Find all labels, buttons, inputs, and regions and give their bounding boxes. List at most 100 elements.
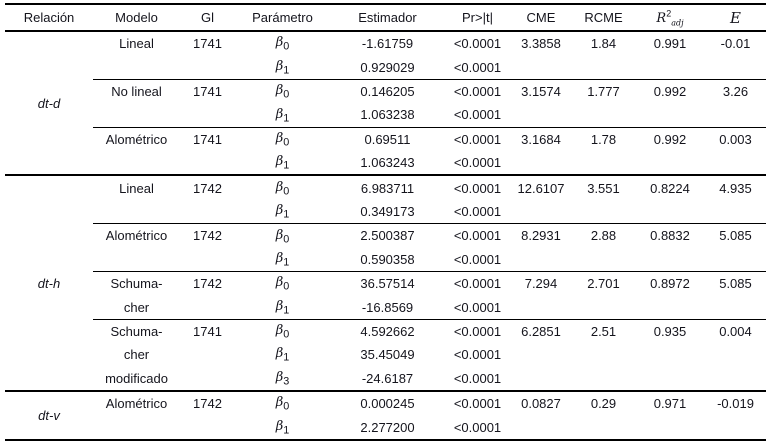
cell-e [705,295,766,320]
table-row: modificado β3 -24.6187 <0.0001 [5,366,766,392]
cell-gl [180,150,235,177]
cell-e [705,103,766,128]
cell-modelo [93,415,180,440]
table-row: β1 1.063243 <0.0001 [5,150,766,177]
beta-subscript: 0 [283,88,290,101]
cell-parametro: β1 [235,295,330,320]
cell-parametro: β0 [235,272,330,296]
cell-rcme: 2.88 [590,228,617,244]
r2-base: R [656,10,667,26]
cell-pr-t: <0.0001 [453,419,502,435]
cell-cme [510,103,572,128]
cell-parametro: β0 [235,79,330,103]
cell-pr-t: <0.0001 [445,366,510,392]
beta-symbol: β [275,83,284,99]
col-header-parametro: Parámetro [235,4,330,32]
cell-modelo: Alométrico [105,228,168,244]
cell-pr-t: <0.0001 [453,276,502,292]
beta-subscript: 1 [283,112,290,125]
beta-symbol: β [275,346,284,362]
table-row: β1 2.277200 <0.0001 [5,415,766,440]
cell-rcme [572,343,635,366]
beta-subscript: 1 [283,304,290,317]
cell-rcme [572,247,635,273]
table-row: Schuma- 1742 β0 36.57514 <0.0001 7.294 2.701 0.… [5,272,766,296]
cell-cme: 6.2851 [521,323,561,339]
cell-estimador: 2.277200 [360,419,415,435]
cell-gl [180,199,235,225]
cell-rcme: 1.777 [587,84,620,100]
cell-rcme [572,295,635,320]
cell-r2adj [635,415,705,440]
table-row: β1 1.063238 <0.0001 [5,103,766,128]
beta-symbol: β [275,251,284,267]
cell-e: 0.004 [719,323,752,339]
beta-subscript: 1 [283,424,290,437]
cell-pr-t: <0.0001 [453,396,502,412]
r2-sub: adj [671,18,684,28]
table-row: β1 0.590358 <0.0001 [5,247,766,273]
beta-symbol: β [275,179,284,195]
cell-pr-t: <0.0001 [445,103,510,128]
cell-rcme [572,366,635,392]
cell-r2adj [635,343,705,366]
cell-estimador: 0.69511 [364,131,411,147]
cell-modelo [93,55,180,80]
cell-rcme: 1.78 [590,131,617,147]
table-row: Alométrico 1742 β0 2.500387 <0.0001 8.2931 2.8… [5,224,766,248]
cell-pr-t: <0.0001 [445,295,510,320]
cell-gl: 1741 [193,36,222,52]
cell-rcme [572,55,635,80]
parameters-table: Relación Modelo Gl Parámetro Estimador P… [5,3,766,442]
cell-parametro: β0 [235,319,330,343]
cell-modelo: cher [93,295,180,320]
cell-e [705,55,766,80]
cell-parametro: β1 [235,199,330,225]
col-header-modelo: Modelo [93,4,180,32]
cell-rcme [572,199,635,225]
cell-estimador: -1.61759 [361,36,414,52]
cell-rcme [572,415,635,440]
cell-cme [510,199,572,225]
cell-cme: 7.294 [524,276,558,292]
table-row: dt-d Lineal 1741 β0 -1.61759 <0.0001 3.3858 1.8… [5,31,766,177]
cell-modelo: Alométrico [105,396,168,412]
cell-estimador: 35.45049 [360,347,415,363]
cell-rcme [572,103,635,128]
cell-parametro: β3 [235,366,330,392]
cell-rcme [572,150,635,177]
cell-r2adj: 0.8972 [650,276,690,292]
cell-r2adj [635,199,705,225]
cell-r2adj [635,247,705,273]
cell-e: -0.019 [717,396,754,412]
cell-cme: 3.1574 [521,84,561,100]
cell-modelo: Schuma- [110,276,163,292]
cell-rcme: 3.551 [587,180,620,196]
cell-e [705,343,766,366]
beta-subscript: 0 [283,41,290,54]
cell-gl: 1742 [193,396,222,412]
cell-pr-t: <0.0001 [453,36,502,52]
cell-estimador: 4.592662 [360,323,415,339]
beta-symbol: β [275,154,284,170]
cell-gl: 1742 [193,180,222,196]
cell-modelo [93,103,180,128]
cell-e [705,415,766,440]
cell-r2adj [635,150,705,177]
cell-estimador: 0.590358 [330,247,445,273]
cell-estimador: -16.8569 [330,295,445,320]
cell-modelo: Schuma- [110,323,163,339]
beta-subscript: 0 [283,136,290,149]
table-header-row: Relación Modelo Gl Parámetro Estimador P… [5,4,766,32]
cell-e [705,150,766,177]
cell-cme [510,150,572,177]
cell-modelo: modificado [93,366,180,392]
cell-rcme: 1.84 [590,36,617,52]
cell-gl [180,343,235,366]
table-row: β1 0.929029 <0.0001 [5,55,766,80]
cell-r2adj [635,55,705,80]
beta-symbol: β [275,130,284,146]
cell-pr-t: <0.0001 [445,247,510,273]
col-header-gl: Gl [180,4,235,32]
